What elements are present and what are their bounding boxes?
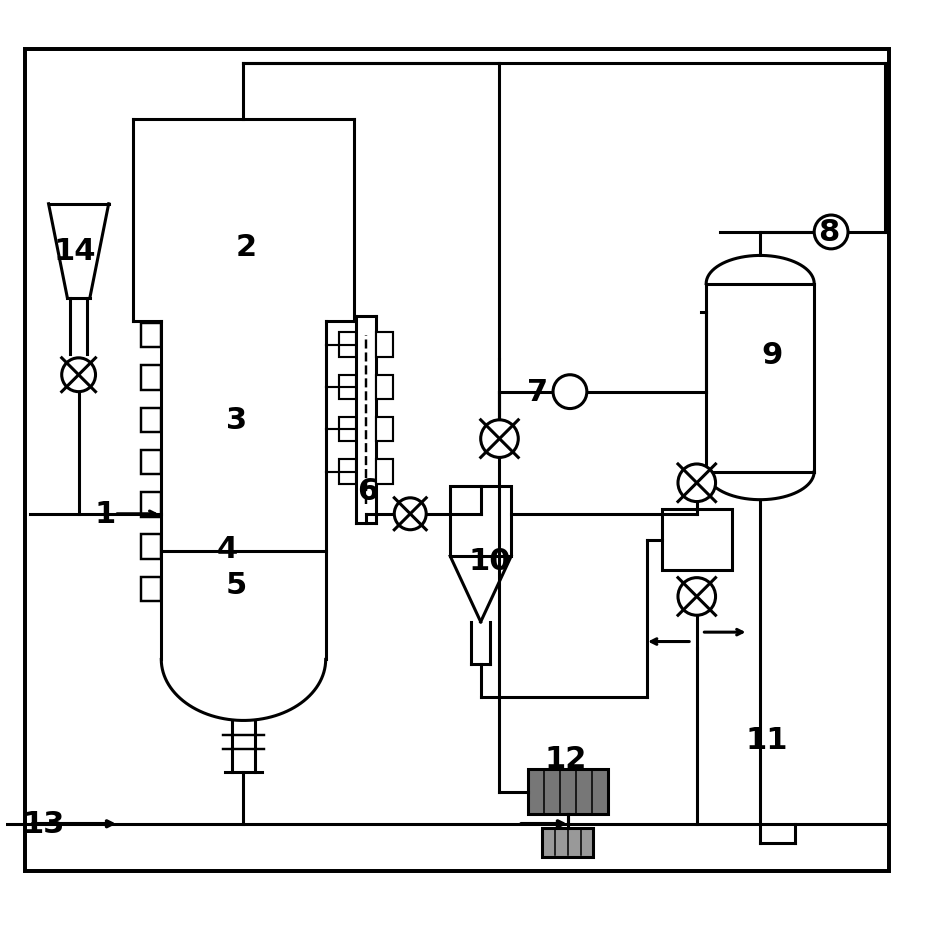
Text: 9: 9	[762, 340, 783, 369]
Bar	[339, 460, 356, 484]
Text: 12: 12	[544, 744, 586, 773]
Bar	[709, 413, 811, 469]
Circle shape	[481, 420, 518, 458]
Text: 11: 11	[746, 725, 788, 754]
Bar	[339, 333, 356, 358]
Text: 13: 13	[23, 809, 65, 838]
Bar	[376, 460, 393, 484]
Bar	[376, 376, 393, 399]
Bar	[141, 577, 161, 601]
Text: 2: 2	[235, 232, 256, 261]
Text: 10: 10	[468, 547, 511, 576]
Text: 5: 5	[226, 570, 248, 599]
Text: 8: 8	[818, 218, 839, 247]
Text: 14: 14	[53, 237, 96, 266]
Bar	[141, 366, 161, 391]
Bar	[141, 450, 161, 475]
Circle shape	[394, 498, 426, 531]
Circle shape	[814, 216, 848, 249]
Bar	[527, 769, 607, 815]
Bar	[376, 417, 393, 442]
Bar	[25, 50, 889, 871]
Text: 1: 1	[94, 499, 115, 529]
Bar	[450, 486, 511, 556]
Circle shape	[678, 578, 716, 615]
Text: 4: 4	[216, 534, 238, 564]
Bar	[141, 493, 161, 517]
Text: 3: 3	[226, 406, 247, 435]
Bar	[141, 535, 161, 559]
Circle shape	[678, 464, 716, 502]
Bar	[542, 829, 593, 857]
Circle shape	[553, 376, 586, 409]
Bar	[662, 510, 732, 570]
Text: 6: 6	[357, 477, 379, 505]
Bar	[376, 333, 393, 358]
Bar	[141, 408, 161, 432]
Bar	[339, 417, 356, 442]
Text: 7: 7	[526, 378, 547, 407]
Bar	[141, 324, 161, 348]
Circle shape	[62, 359, 95, 392]
Bar	[339, 376, 356, 399]
